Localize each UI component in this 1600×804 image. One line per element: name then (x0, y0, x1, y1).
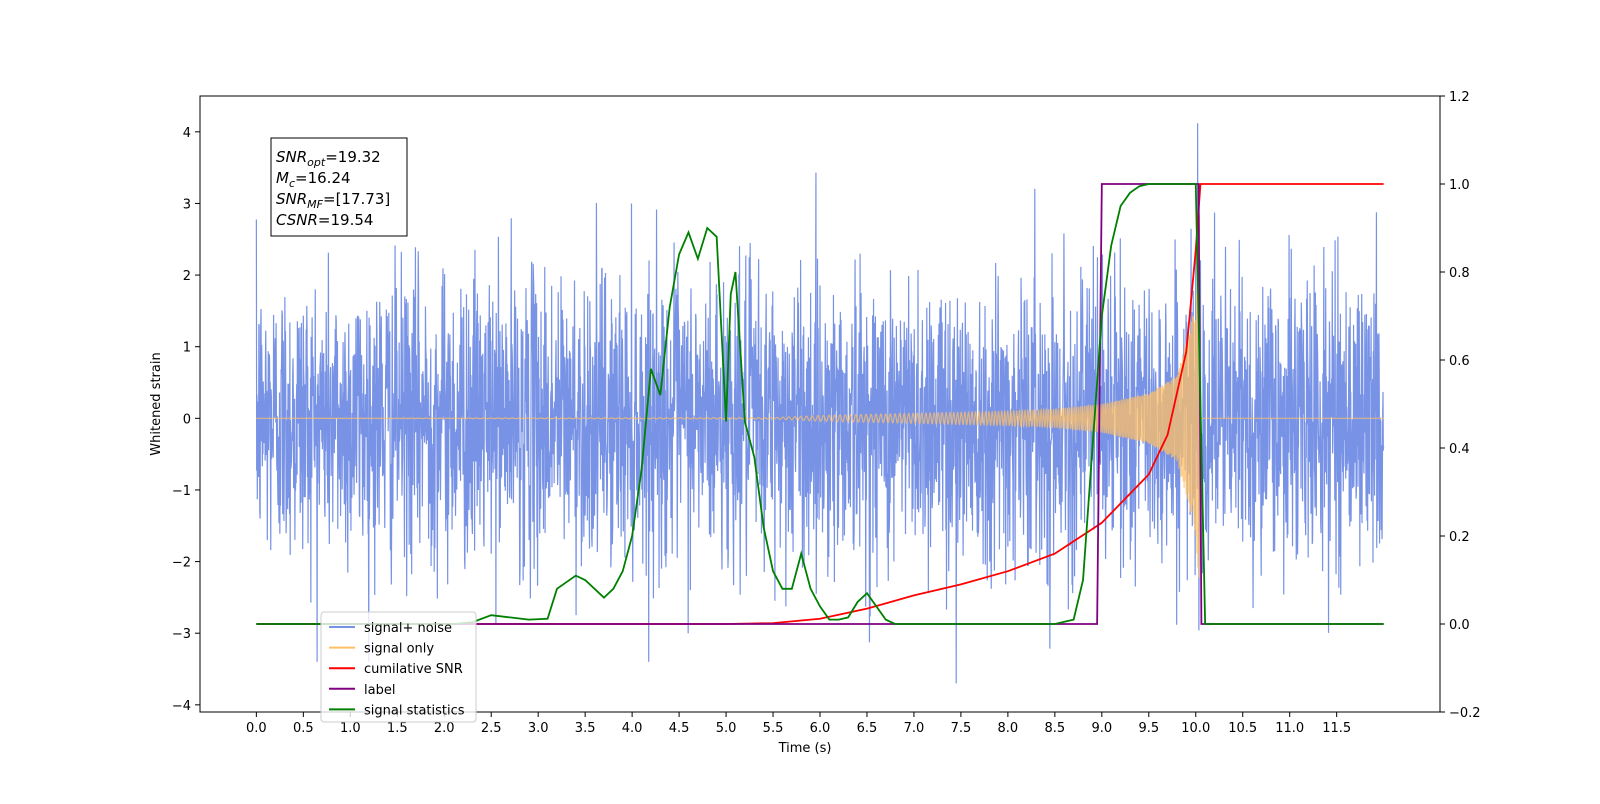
y-tick-label-left: 4 (183, 126, 191, 141)
legend-label: signal+ noise (364, 621, 452, 636)
x-tick-label: 2.0 (434, 721, 455, 736)
y-tick-label-right: −0.2 (1449, 706, 1481, 721)
y-tick-label-right: 0.0 (1449, 618, 1470, 633)
series-signal-only (256, 215, 1384, 579)
x-tick-label: 4.0 (622, 721, 643, 736)
x-tick-label: 4.5 (669, 721, 690, 736)
series-cumulative-snr (256, 183, 1384, 625)
annotation-frame (270, 137, 408, 237)
x-tick-label: 10.0 (1181, 721, 1210, 736)
x-tick-label: 5.0 (716, 721, 737, 736)
y-tick-label-left: −1 (172, 484, 191, 499)
x-tick-label: 0.0 (246, 721, 267, 736)
y-tick-label-right: 0.2 (1449, 530, 1470, 545)
x-tick-label: 3.0 (528, 721, 549, 736)
x-tick-label: 6.5 (857, 721, 878, 736)
x-tick-label: 1.5 (387, 721, 408, 736)
y-tick-label-left: 1 (183, 341, 191, 356)
y-tick-label-left: −2 (172, 556, 191, 571)
annotation-text: SNRopt=19.32Mc=16.24SNRMF=[17.73]CSNR=19… (276, 148, 390, 229)
y-tick-label-right: 0.8 (1449, 266, 1470, 281)
x-tick-label: 9.0 (1091, 721, 1112, 736)
lines-layer (256, 183, 1384, 625)
legend-label: cumilative SNR (364, 662, 463, 677)
y-tick-label-left: 2 (183, 269, 191, 284)
x-tick-label: 8.5 (1045, 721, 1066, 736)
legend-label: signal only (364, 642, 434, 657)
annotation-line: Mc=16.24 (276, 169, 351, 190)
y-tick-label-left: −3 (172, 627, 191, 642)
x-tick-label: 6.0 (810, 721, 831, 736)
annotation-line: SNRopt=19.32 (276, 148, 381, 169)
annotation-line: CSNR=19.54 (276, 211, 373, 229)
x-tick-label: 0.5 (293, 721, 314, 736)
y-tick-label-right: 0.6 (1449, 354, 1470, 369)
x-tick-label: 9.5 (1138, 721, 1159, 736)
x-tick-label: 7.0 (904, 721, 925, 736)
x-tick-label: 7.5 (951, 721, 972, 736)
legend: signal+ noise signal only cumilative SNR la… (320, 611, 477, 723)
legend-label: signal statistics (364, 703, 465, 718)
annotation-line: SNRMF=[17.73] (276, 190, 390, 211)
x-tick-label: 8.0 (998, 721, 1019, 736)
y-axis-label: Whitened strain (149, 352, 164, 455)
x-tick-label: 1.0 (340, 721, 361, 736)
annotation-box: SNRopt=19.32Mc=16.24SNRMF=[17.73]CSNR=19… (270, 137, 408, 237)
x-tick-label: 3.5 (575, 721, 596, 736)
y-tick-label-left: −4 (172, 699, 191, 714)
y-tick-label-right: 0.4 (1449, 442, 1470, 457)
series-signal-noise (255, 123, 1385, 684)
legend-frame (320, 611, 477, 723)
noise-layer (255, 123, 1385, 684)
x-tick-label: 2.5 (481, 721, 502, 736)
x-tick-label: 11.5 (1322, 721, 1351, 736)
legend-label: label (364, 683, 395, 698)
y-tick-label-right: 1.2 (1449, 90, 1470, 105)
y-tick-label-left: 0 (183, 412, 191, 427)
legend-entries: signal+ noise signal only cumilative SNR la… (329, 621, 465, 718)
y-tick-label-left: 3 (183, 197, 191, 212)
x-tick-label: 10.5 (1228, 721, 1257, 736)
series-signal-statistics (256, 183, 1384, 625)
y-tick-label-right: 1.0 (1449, 178, 1470, 193)
x-tick-label: 11.0 (1275, 721, 1304, 736)
axes-layer: 0.0 0.5 1.0 1.5 2.0 2.5 3.0 3.5 4.0 4.5 5.0 5.5 6.0 6… (172, 90, 1481, 736)
x-tick-label: 5.5 (763, 721, 784, 736)
x-axis-label: Time (s) (778, 741, 832, 756)
